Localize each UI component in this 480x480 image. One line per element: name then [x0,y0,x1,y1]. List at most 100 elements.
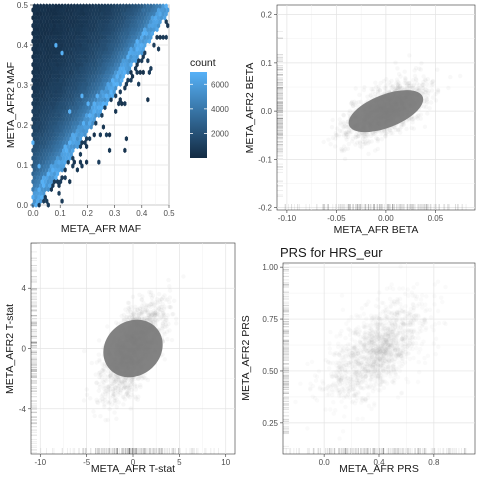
hexbin [46,46,50,52]
hexbin [66,81,70,87]
hexbin [133,42,138,48]
hexbin [88,65,92,72]
hexbin [71,30,75,37]
hexbin [65,54,69,60]
scatter-point [414,81,420,86]
hexbin [71,100,75,107]
hexbin [104,61,109,68]
hexbin [68,93,72,99]
hexbin [39,81,43,87]
hexbin [39,65,43,72]
hexbin [133,50,138,56]
hexbin [51,143,55,150]
hexbin [77,124,81,130]
hexbin [35,104,40,111]
hexbin [51,120,55,126]
hexbin [109,50,113,56]
hexbin [68,69,72,76]
hexbin [34,93,38,99]
hexbin [74,139,78,146]
hexbin [141,69,145,76]
hexbin [62,61,66,68]
hexbin [63,65,67,72]
hexbin [37,163,41,169]
hexbin [32,112,37,119]
hexbin [43,85,47,91]
hexbin [106,34,110,41]
hexbin [49,69,53,76]
hexbin [97,104,101,111]
hexbin [32,135,37,142]
hexbin [104,85,109,91]
hexbin [77,93,81,99]
hexbin [65,124,69,130]
hexbin [39,34,43,41]
hexbin [40,93,44,99]
scatter-point [88,396,93,401]
hexbin [78,159,83,165]
x-tick-label: 0.4 [136,209,148,218]
hexbin [124,81,129,87]
hexbin [65,139,69,146]
hexbin [55,61,60,68]
hexbin [80,38,84,44]
hexbin [86,30,90,37]
hexbin [42,57,46,64]
hexbin [75,143,80,150]
hexbin [48,174,52,181]
scatter-point [92,413,97,419]
hexbin [43,155,47,161]
hexbin [78,104,83,111]
scatter-point [420,85,425,91]
hexbin [86,22,90,29]
hexbin [43,30,47,37]
hexbin [45,57,49,64]
hexbin [69,143,73,150]
hexbin [88,81,92,87]
hexbin [98,77,102,83]
hexbin [111,46,115,52]
hexbin [62,139,66,146]
hexbin [43,116,47,122]
hexbin [83,38,87,44]
hexbin [144,30,148,37]
hexbin [39,112,43,119]
hexbin [31,132,35,138]
scatter-point [81,398,87,403]
hexbin [106,42,110,48]
hexbin [120,38,124,44]
hexbin [52,108,57,115]
hexbin [42,73,46,80]
hexbin [83,93,87,99]
hexbin [51,167,55,173]
hexbin [54,81,58,87]
hexbin [106,57,110,64]
scatter-point [105,324,110,329]
hexbin [69,89,73,95]
hexbin [127,50,132,56]
scatter-point [104,378,109,383]
hexbin [54,50,58,56]
hexbin [55,77,60,83]
hexbin [68,85,72,91]
hexbin [40,100,44,107]
hexbin [129,22,133,29]
hexbin [37,124,41,130]
hexbin [69,42,73,48]
hexbin [75,96,80,103]
hexbin [89,22,93,29]
scatter-point [424,82,430,87]
hexbin [35,42,40,48]
hexbin [58,22,63,29]
hexbin [109,96,113,103]
hexbin [127,26,132,33]
hexbin [34,147,38,154]
hexbin [109,89,113,95]
hexbin [42,128,46,134]
hexbin [144,38,148,44]
hexbin [78,128,83,134]
hexbin [37,85,41,91]
scatter-point [121,402,126,407]
hexbin [74,22,78,29]
hexbin [94,73,98,80]
